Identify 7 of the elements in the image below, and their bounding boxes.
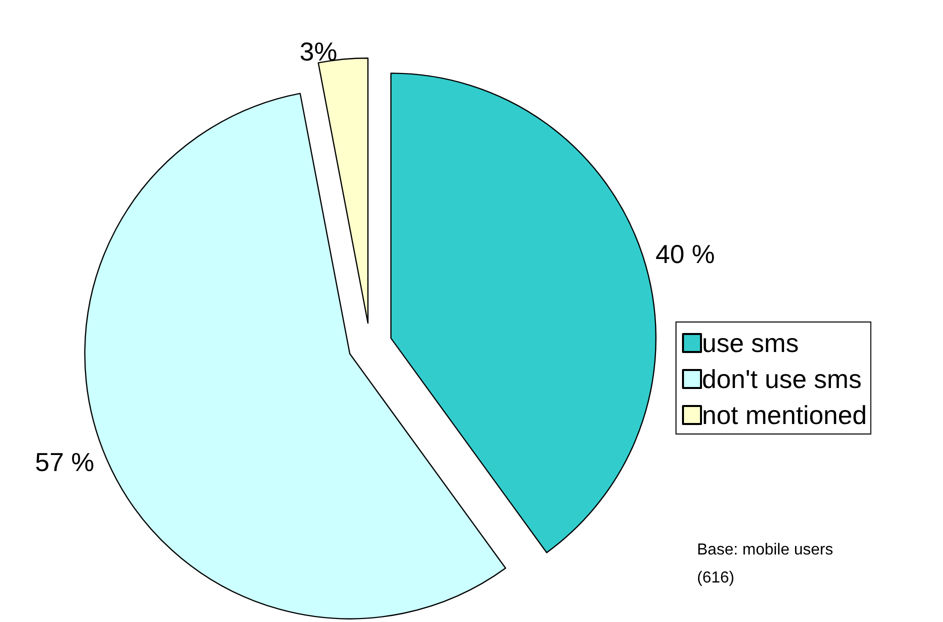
- legend-label: don't use sms: [702, 364, 862, 394]
- text: Base: mobile users (616): [697, 542, 838, 586]
- legend-label: not mentioned: [702, 400, 867, 430]
- legend-label: use sms: [702, 328, 799, 358]
- data-label: 3%: [300, 36, 338, 66]
- data-label: 40 %: [656, 238, 715, 269]
- data-label: 57 %: [34, 447, 94, 478]
